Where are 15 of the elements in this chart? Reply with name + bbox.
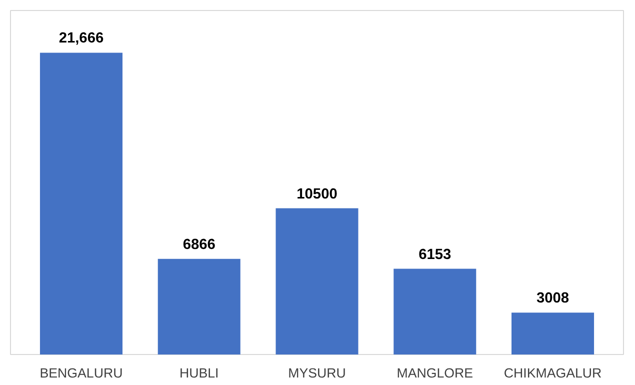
bar: [394, 268, 476, 354]
data-label: 6866: [182, 236, 216, 253]
data-label: 10500: [296, 186, 338, 202]
bar: [40, 52, 122, 354]
bar: [512, 312, 594, 354]
data-label: 21,666: [58, 30, 104, 47]
x-tick-label: MYSURU: [288, 366, 346, 380]
x-tick-label: HUBLI: [179, 366, 219, 380]
x-tick-label: BENGALURU: [40, 366, 123, 380]
bar: [276, 208, 358, 354]
bar: [158, 258, 240, 354]
data-label: 6153: [418, 246, 452, 263]
data-label: 3008: [536, 290, 570, 307]
x-tick-label: MANGLORE: [396, 366, 474, 380]
x-tick-label: CHIKMAGALUR: [504, 366, 602, 380]
